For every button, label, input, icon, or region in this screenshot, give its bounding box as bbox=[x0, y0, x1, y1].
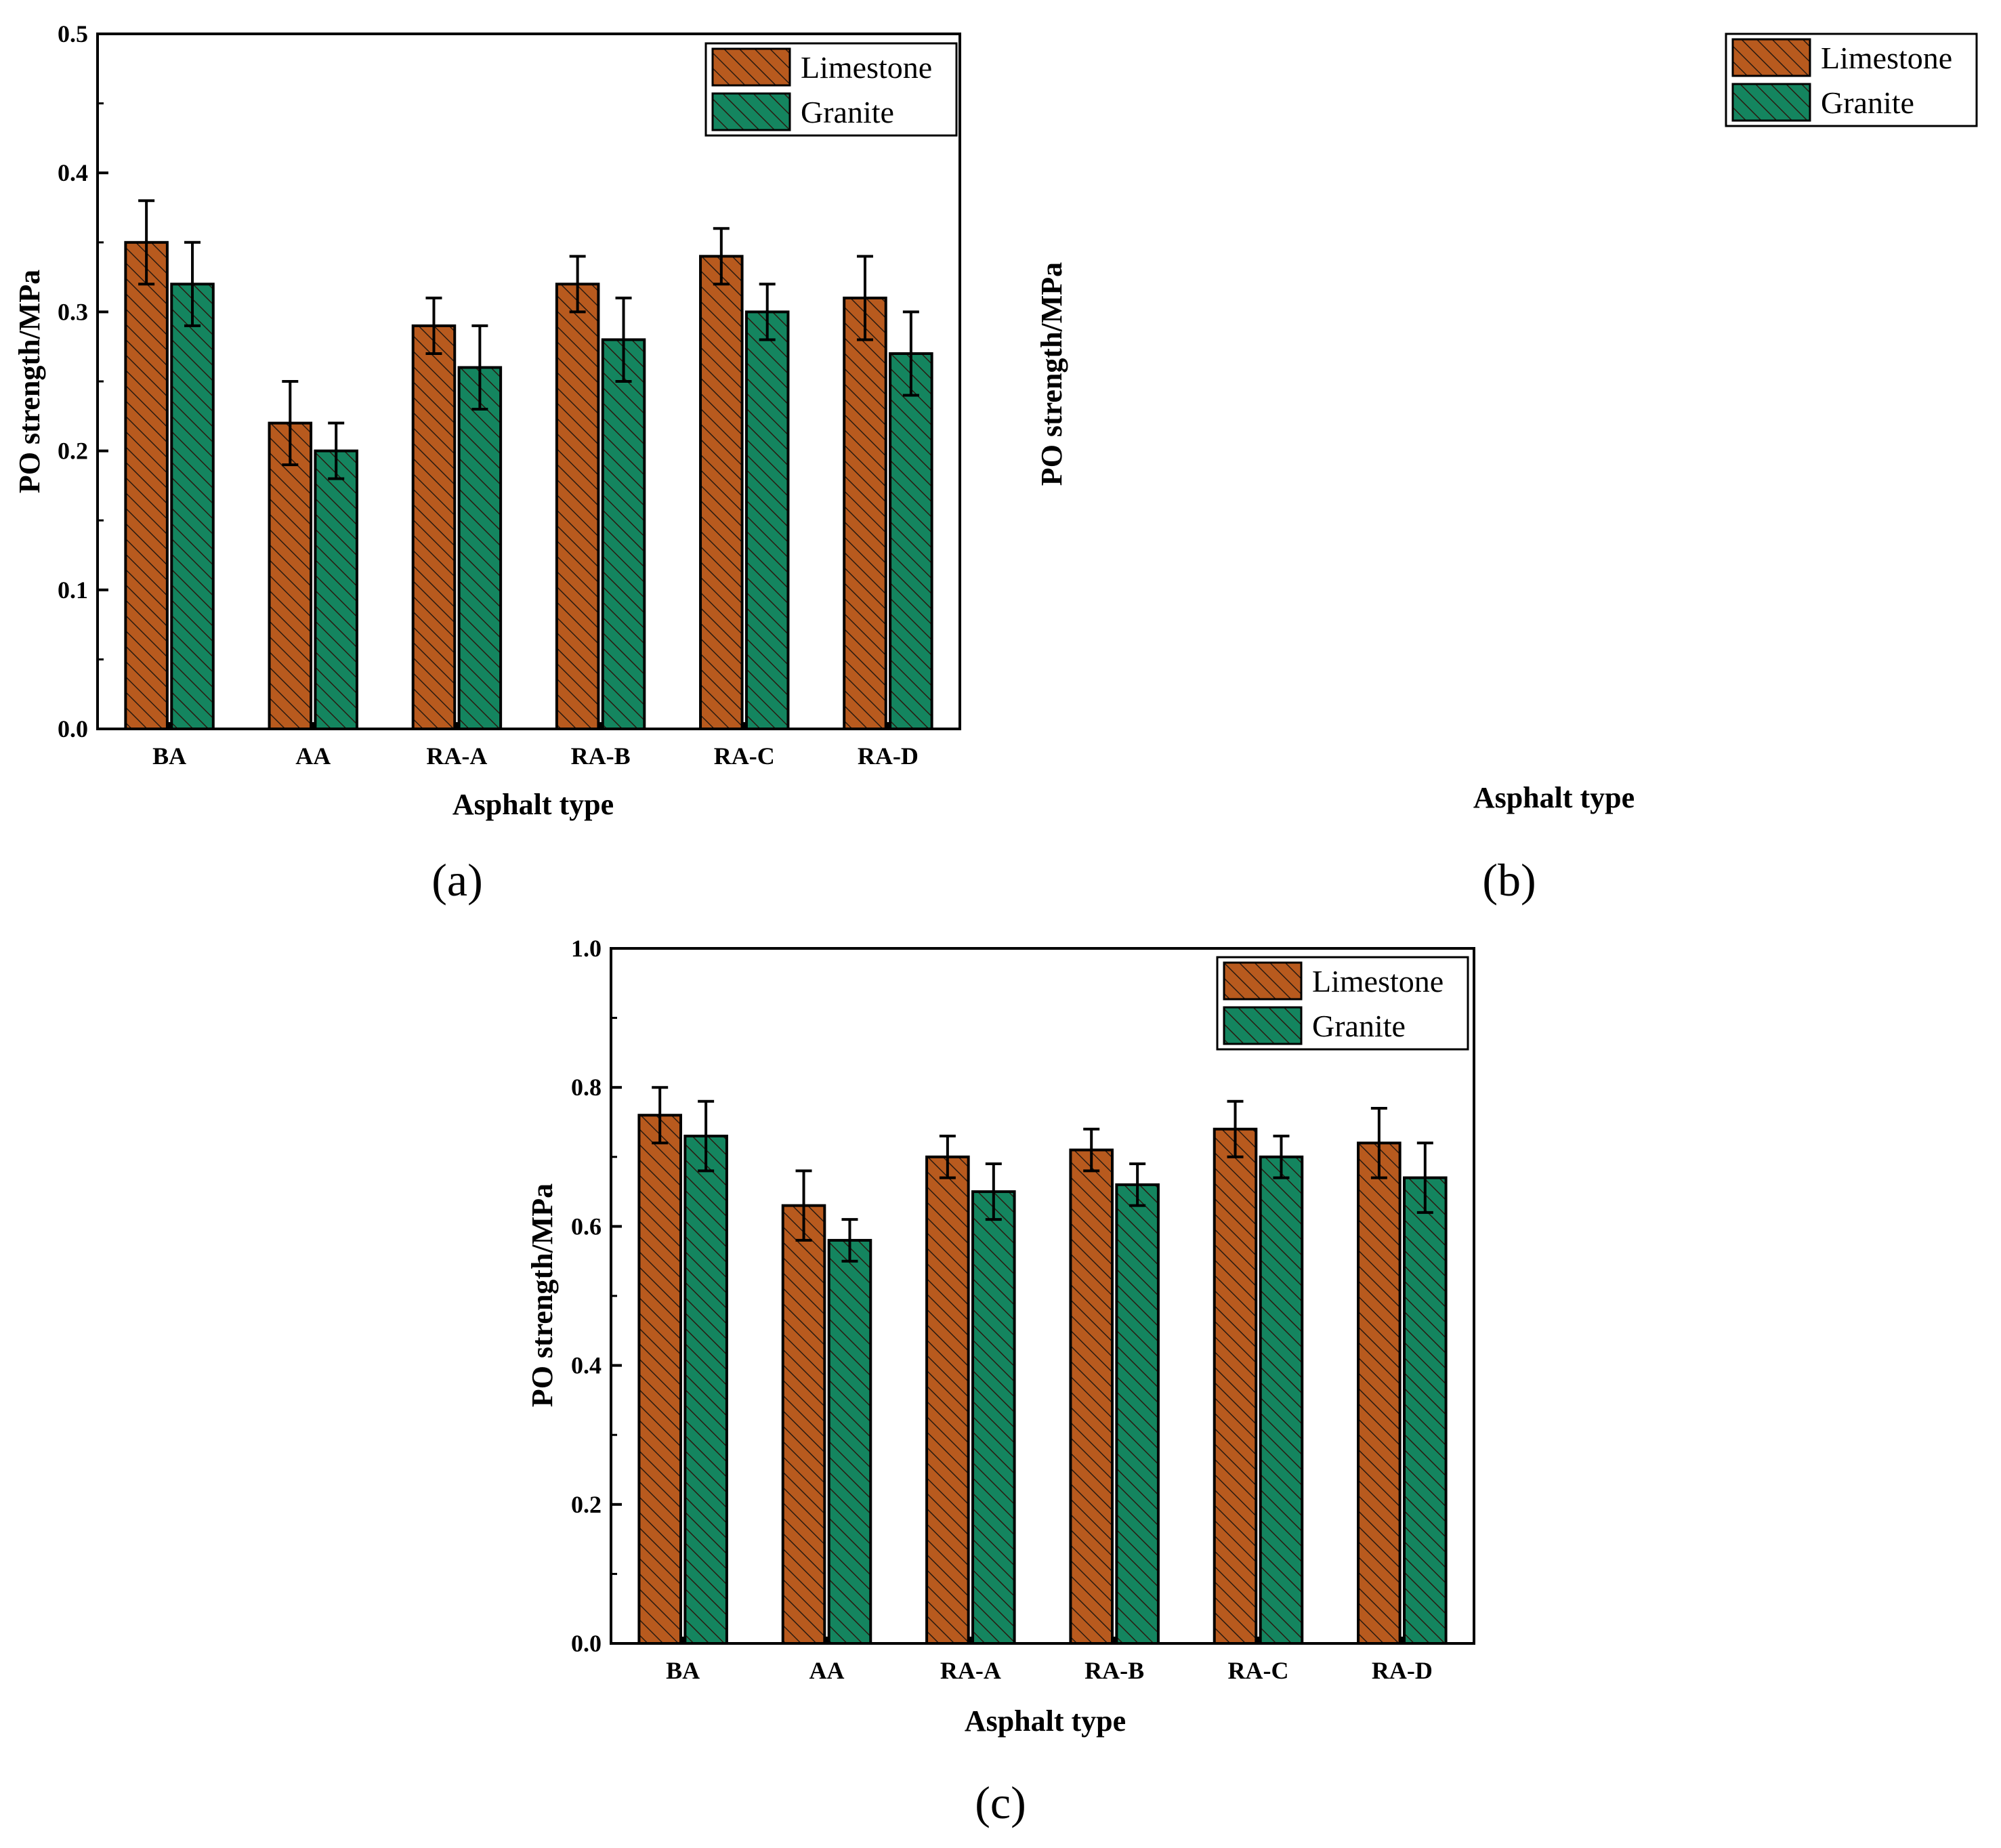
bar-granite bbox=[1115, 1183, 1160, 1645]
legend: Limestone Granite bbox=[1216, 956, 1469, 1051]
bar-granite bbox=[601, 338, 646, 730]
panel-label: (c) bbox=[975, 1777, 1026, 1828]
x-tick-label: RA-C bbox=[714, 742, 775, 770]
legend-label-granite: Granite bbox=[801, 95, 894, 129]
panel-b: 0.0 0.2 0.4 0.6 0.8 1.0 BA AA RA-A RA-B RA-C RA-D (… bbox=[571, 33, 1978, 1684]
legend: Limestone Granite bbox=[1725, 33, 1978, 127]
x-axis-title: Asphalt type bbox=[452, 788, 614, 821]
legend-label-limestone: Limestone bbox=[1821, 41, 1952, 75]
bar-granite bbox=[827, 1238, 872, 1645]
x-tick-label: RA-D bbox=[858, 742, 919, 770]
bar-limestone bbox=[1069, 1148, 1114, 1645]
bar-granite bbox=[1259, 1155, 1304, 1645]
y-tick-label: 0.1 bbox=[58, 576, 88, 604]
y-tick-label: 0.2 bbox=[571, 1491, 602, 1518]
x-tick-label: RA-A bbox=[426, 742, 487, 770]
x-tick-label: RA-B bbox=[1084, 1657, 1144, 1684]
y-tick-label: 0.0 bbox=[571, 1630, 602, 1657]
bar-limestone bbox=[268, 421, 313, 730]
bar-limestone bbox=[555, 282, 600, 730]
bar-granite bbox=[971, 1190, 1016, 1645]
axis-frame bbox=[610, 947, 1475, 1645]
y-axis-title: PO strength/MPa bbox=[526, 1183, 559, 1407]
x-tick-label: AA bbox=[295, 742, 331, 770]
legend-swatch-granite bbox=[711, 92, 791, 131]
axis-frame bbox=[96, 33, 961, 730]
y-tick-label: 0.4 bbox=[58, 159, 88, 186]
x-tick-label: BA bbox=[152, 742, 186, 770]
x-tick-label: RA-D bbox=[1372, 1657, 1433, 1684]
legend-label-granite: Granite bbox=[1312, 1009, 1406, 1043]
bar-limestone bbox=[1357, 1141, 1402, 1645]
bar-granite bbox=[1403, 1176, 1448, 1645]
bar-limestone bbox=[843, 296, 887, 730]
bar-limestone bbox=[411, 324, 457, 731]
bar-limestone bbox=[124, 240, 169, 730]
plot-area: 0.0 0.1 0.2 0.3 0.4 0.5 BA AA RA-A RA-B RA-C RA-D bbox=[58, 20, 961, 770]
y-axis-title: PO strength/MPa bbox=[1035, 262, 1068, 486]
bar-granite bbox=[889, 352, 933, 730]
bar-granite bbox=[314, 449, 358, 730]
legend-label-granite: Granite bbox=[1821, 85, 1914, 120]
x-tick-label: RA-B bbox=[571, 742, 631, 770]
legend: Limestone Granite bbox=[704, 42, 958, 137]
panel-label: 0.00.20.40.60.81.0BAAARA-ARA-BRA-CRA-D(a… bbox=[431, 854, 482, 906]
panel-a: 0.0 0.1 0.2 0.3 0.4 0.5 BA AA RA-A RA-B RA-C RA-D 0… bbox=[13, 20, 961, 906]
bar-granite bbox=[744, 310, 790, 730]
y-axis-title: PO strength/MPa bbox=[13, 270, 46, 493]
y-tick-label: 0.4 bbox=[571, 1352, 602, 1379]
legend-label-limestone: Limestone bbox=[801, 50, 932, 85]
y-tick-label: 0.2 bbox=[58, 438, 88, 465]
y-tick-label: 0.8 bbox=[571, 1074, 602, 1101]
legend-swatch-limestone bbox=[1223, 961, 1303, 1001]
bar-granite bbox=[170, 282, 215, 730]
panel-label: (b) bbox=[1482, 854, 1536, 906]
bar-limestone bbox=[925, 1155, 970, 1645]
legend-label-limestone: Limestone bbox=[1312, 964, 1444, 999]
x-axis-title: Asphalt type bbox=[1473, 781, 1635, 814]
legend-swatch-granite bbox=[1731, 83, 1811, 122]
bar-granite bbox=[683, 1135, 728, 1645]
x-tick-label: RA-C bbox=[1228, 1657, 1289, 1684]
x-tick-label: BA bbox=[666, 1657, 700, 1684]
bar-limestone bbox=[1213, 1127, 1258, 1645]
x-axis-title: Asphalt type bbox=[965, 1704, 1126, 1738]
y-tick-label: 0.6 bbox=[571, 1213, 602, 1240]
plot-area: 0.0 0.2 0.4 0.6 0.8 1.0 BA AA RA-A RA-B RA-C RA-D bbox=[571, 935, 1475, 1684]
legend-swatch-granite bbox=[1223, 1006, 1303, 1045]
y-tick-label: 1.0 bbox=[571, 935, 602, 962]
y-tick-label: 0.3 bbox=[58, 298, 88, 325]
bar-limestone bbox=[699, 255, 744, 730]
x-tick-label: AA bbox=[809, 1657, 845, 1684]
panel-c: (c) Asphalt type PO strength/MPa Limesto… bbox=[526, 956, 1469, 1828]
bar-granite bbox=[457, 366, 503, 730]
bar-limestone bbox=[637, 1114, 682, 1645]
y-tick-label: 0.5 bbox=[58, 20, 88, 47]
legend-swatch-limestone bbox=[1731, 38, 1811, 77]
legend-swatch-limestone bbox=[711, 47, 791, 87]
x-tick-label: RA-A bbox=[940, 1657, 1001, 1684]
bar-limestone bbox=[781, 1204, 826, 1645]
y-tick-label: 0.0 bbox=[58, 715, 88, 742]
